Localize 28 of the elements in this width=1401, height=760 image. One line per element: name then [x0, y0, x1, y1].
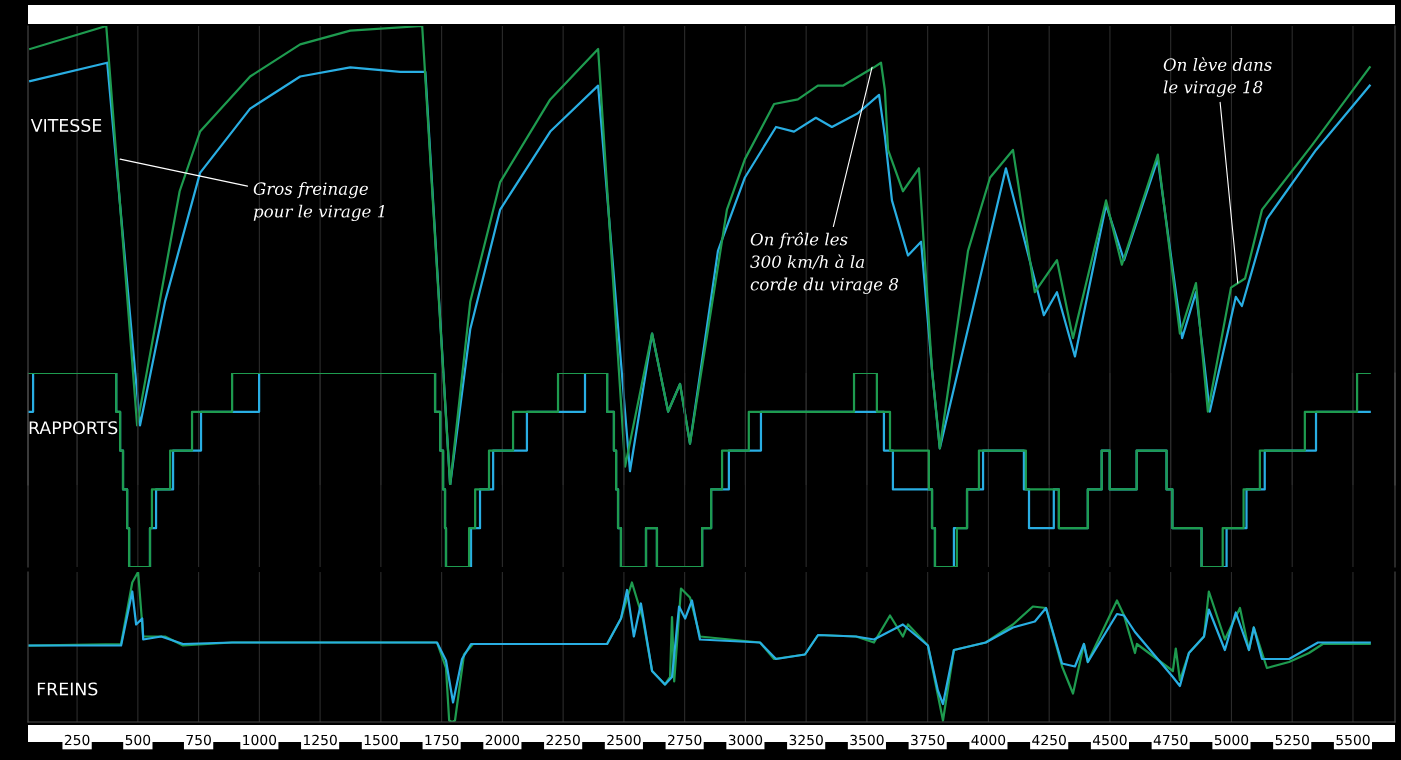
x-tick-label: 5250 [1275, 734, 1309, 746]
x-tick-label: 3250 [789, 734, 823, 746]
x-tick-label: 1750 [425, 734, 459, 746]
x-tick-label: 2000 [485, 734, 520, 746]
x-tick-label: 3000 [728, 734, 763, 746]
x-tick-label: 2500 [607, 734, 641, 746]
annotation: On frôle les 300 km/h à la corde du virage 8 [750, 232, 899, 294]
x-tick-label: 5500 [1336, 734, 1370, 746]
text: FREINS [37, 682, 98, 696]
x-tick-label: 750 [186, 734, 211, 746]
x-tick-label: 1000 [243, 734, 277, 746]
text: VITESSE [30, 118, 102, 133]
x-tick-label: 2250 [546, 734, 580, 746]
annotation: Gros freinage pour le virage 1 [253, 182, 384, 222]
x-tick-label: 250 [64, 734, 90, 746]
annotation: On lève dans le virage 18 [1163, 57, 1272, 97]
x-tick-label: 4250 [1032, 734, 1066, 746]
x-tick-label: 500 [125, 734, 151, 746]
text: RAPPORTS [29, 421, 118, 435]
x-tick-label: 5000 [1214, 734, 1249, 746]
x-tick-label: 3500 [850, 734, 884, 746]
x-tick-label: 4500 [1092, 734, 1127, 746]
x-tick-label: 4750 [1153, 734, 1188, 746]
x-tick-label: 4000 [971, 734, 1006, 746]
x-tick-label: 2750 [667, 734, 702, 746]
x-tick-label: 3750 [911, 734, 945, 746]
x-tick-label: 1500 [364, 734, 398, 746]
x-tick-label: 1250 [303, 734, 337, 746]
